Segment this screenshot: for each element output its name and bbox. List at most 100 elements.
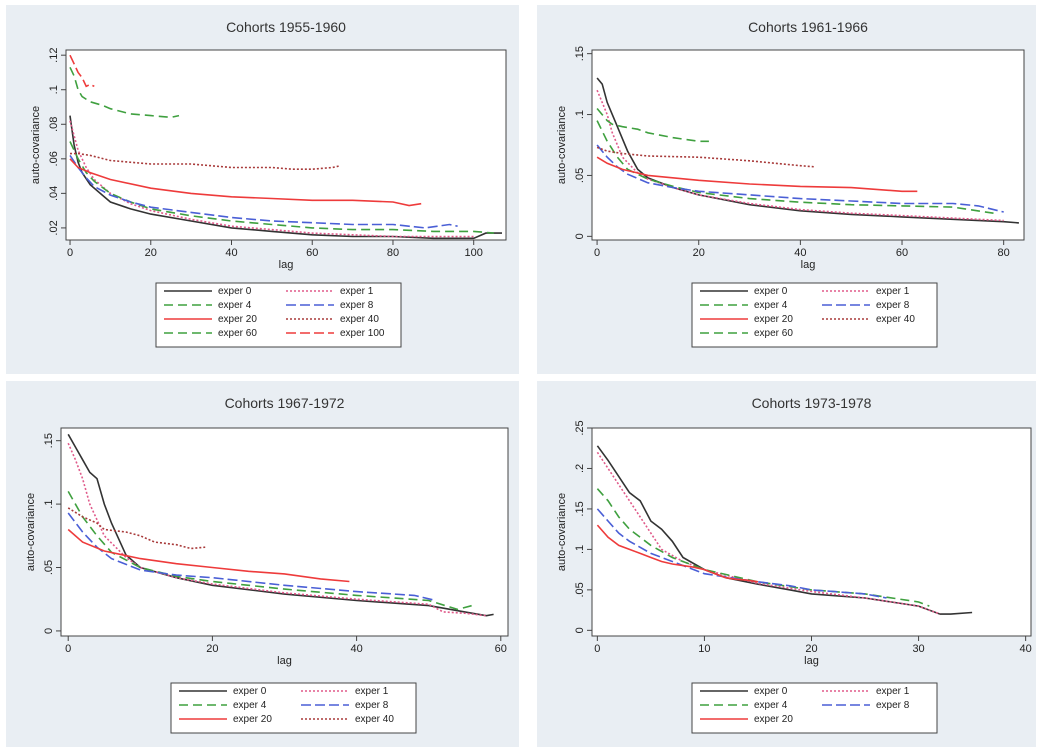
y-tick-label: .2: [574, 464, 586, 473]
chart-panel-2: Cohorts 1961-1966 0 20 40 60 80 lag 0 .05 .1 .15 au…: [537, 5, 1036, 374]
y-tick-label: .1: [43, 500, 55, 509]
x-tick-label: 80: [998, 247, 1010, 259]
x-tick-label: 60: [896, 247, 908, 259]
plot-area: [591, 49, 1025, 241]
x-tick-label: 40: [350, 643, 362, 655]
legend: [155, 282, 402, 348]
y-tick-label: .04: [48, 186, 60, 201]
x-axis-label: lag: [277, 655, 292, 667]
chart-svg: Cohorts 1961-1966 0 20 40 60 80 lag 0 .05 .1 .15 au…: [556, 19, 1025, 348]
chart-svg: Cohorts 1973-1978 0 10 20 30 40 lag 0 .05 .1 .15 .2…: [556, 395, 1032, 734]
x-tick-label: 0: [594, 247, 600, 259]
series-line-3: [69, 141, 494, 234]
chart-title: Cohorts 1973-1978: [752, 395, 872, 411]
x-tick-label: 0: [594, 643, 600, 655]
plot-area: [65, 49, 507, 241]
series-line-5: [67, 528, 350, 583]
series-line-2: [596, 451, 941, 615]
legend: [691, 282, 938, 348]
legend-label: exper 20: [218, 314, 257, 325]
x-tick-label: 60: [495, 643, 507, 655]
y-tick-label: .05: [43, 560, 55, 575]
legend-label: exper 0: [754, 686, 788, 697]
y-tick-label: 0: [43, 628, 55, 634]
legend-label: exper 0: [233, 686, 267, 697]
y-tick-label: .08: [48, 117, 60, 132]
legend-label: exper 8: [876, 700, 910, 711]
y-tick-label: .15: [574, 501, 586, 516]
legend-label: exper 1: [876, 686, 910, 697]
chart-title: Cohorts 1955-1960: [226, 19, 346, 35]
legend-label: exper 20: [233, 714, 272, 725]
x-tick-label: 100: [465, 247, 483, 259]
y-tick-label: .25: [574, 420, 586, 435]
legend-label: exper 4: [218, 300, 252, 311]
series-line-5: [69, 158, 422, 207]
y-axis-label: auto-covariance: [556, 106, 568, 184]
x-tick-label: 80: [387, 247, 399, 259]
legend-label: exper 60: [218, 328, 257, 339]
x-tick-label: 30: [912, 643, 924, 655]
legend-label: exper 0: [754, 286, 788, 297]
x-tick-label: 0: [65, 643, 71, 655]
series-line-1: [67, 433, 494, 617]
legend-label: exper 8: [355, 700, 389, 711]
y-tick-label: .06: [48, 151, 60, 166]
legend-label: exper 4: [754, 300, 788, 311]
x-tick-label: 20: [693, 247, 705, 259]
y-tick-label: .02: [48, 220, 60, 235]
legend-label: exper 4: [754, 700, 788, 711]
legend-label: exper 8: [340, 300, 374, 311]
chart-svg: Cohorts 1955-1960 0 20 40 60 80 100 lag .02 .04 .0…: [30, 19, 507, 348]
legend-label: exper 1: [340, 286, 374, 297]
legend-label: exper 0: [218, 286, 252, 297]
series-line-5: [596, 156, 918, 193]
series-line-5: [596, 524, 759, 583]
y-axis-label: auto-covariance: [30, 106, 42, 184]
series-line-3: [67, 491, 473, 611]
series-line-2: [67, 442, 487, 617]
legend-label: exper 1: [355, 686, 389, 697]
chart-title: Cohorts 1961-1966: [748, 19, 868, 35]
x-tick-label: 40: [225, 247, 237, 259]
x-axis-label: lag: [801, 259, 816, 271]
series-line-6: [596, 146, 816, 168]
legend-label: exper 40: [876, 314, 915, 325]
legend-label: exper 1: [876, 286, 910, 297]
legend-label: exper 4: [233, 700, 267, 711]
x-tick-label: 20: [145, 247, 157, 259]
y-tick-label: .05: [574, 582, 586, 597]
series-line-3: [596, 120, 994, 214]
y-axis-label: auto-covariance: [556, 493, 568, 571]
chart-title: Cohorts 1967-1972: [225, 395, 345, 411]
x-tick-label: 10: [698, 643, 710, 655]
chart-panel-1: Cohorts 1955-1960 0 20 40 60 80 100 lag .02 .04 .0…: [6, 5, 519, 374]
y-tick-label: .1: [574, 545, 586, 554]
legend-label: exper 60: [754, 328, 793, 339]
series-line-1: [596, 77, 1019, 224]
x-axis-label: lag: [279, 259, 294, 271]
y-tick-label: .15: [43, 433, 55, 448]
series-line-7: [69, 66, 180, 119]
y-tick-label: 0: [574, 233, 586, 239]
legend-label: exper 20: [754, 314, 793, 325]
y-tick-label: .12: [48, 48, 60, 63]
legend-label: exper 40: [340, 314, 379, 325]
x-axis-label: lag: [804, 655, 819, 667]
chart-svg: Cohorts 1967-1972 0 20 40 60 lag 0 .05 .1 .15 auto…: [25, 395, 509, 734]
y-tick-label: .05: [574, 168, 586, 183]
chart-panel-4: Cohorts 1973-1978 0 10 20 30 40 lag 0 .05 .1 .15 .2…: [537, 381, 1036, 747]
y-axis-label: auto-covariance: [25, 493, 37, 571]
x-tick-label: 20: [206, 643, 218, 655]
series-line-4: [69, 154, 458, 229]
x-tick-label: 40: [794, 247, 806, 259]
legend-label: exper 100: [340, 328, 385, 339]
y-tick-label: 0: [574, 627, 586, 633]
x-tick-label: 20: [805, 643, 817, 655]
plot-area: [60, 427, 509, 637]
series-line-6: [67, 507, 206, 550]
series-line-4: [596, 508, 887, 599]
y-tick-label: .1: [574, 110, 586, 119]
x-tick-label: 40: [1020, 643, 1032, 655]
